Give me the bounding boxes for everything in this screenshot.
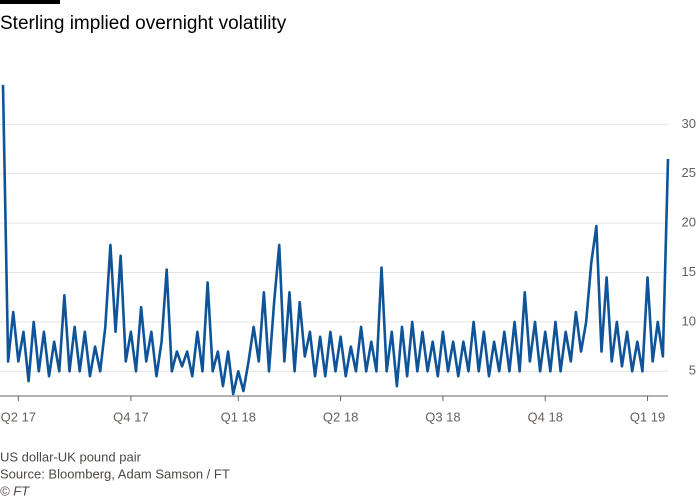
y-tick-label: 30 xyxy=(682,116,696,131)
copyright: © FT xyxy=(0,483,30,498)
subtitle-note: US dollar-UK pound pair xyxy=(0,449,142,464)
x-tick-label: Q4 18 xyxy=(528,409,563,424)
x-tick-label: Q2 18 xyxy=(323,409,358,424)
y-tick-label: 15 xyxy=(682,264,696,279)
series-line xyxy=(1,84,670,396)
y-tick-label: 25 xyxy=(682,165,696,180)
brand-bar xyxy=(0,0,60,4)
x-tick-label: Q1 18 xyxy=(221,409,256,424)
x-tick-label: Q2 17 xyxy=(1,409,36,424)
y-tick-label: 5 xyxy=(689,363,696,378)
x-tick-label: Q3 18 xyxy=(425,409,460,424)
source-note: Source: Bloomberg, Adam Samson / FT xyxy=(0,466,230,481)
x-tick-label: Q1 19 xyxy=(630,409,665,424)
y-tick-label: 20 xyxy=(682,215,696,230)
y-tick-label: 10 xyxy=(682,313,696,328)
chart-title: Sterling implied overnight volatility xyxy=(0,13,287,34)
x-tick-label: Q4 17 xyxy=(113,409,148,424)
